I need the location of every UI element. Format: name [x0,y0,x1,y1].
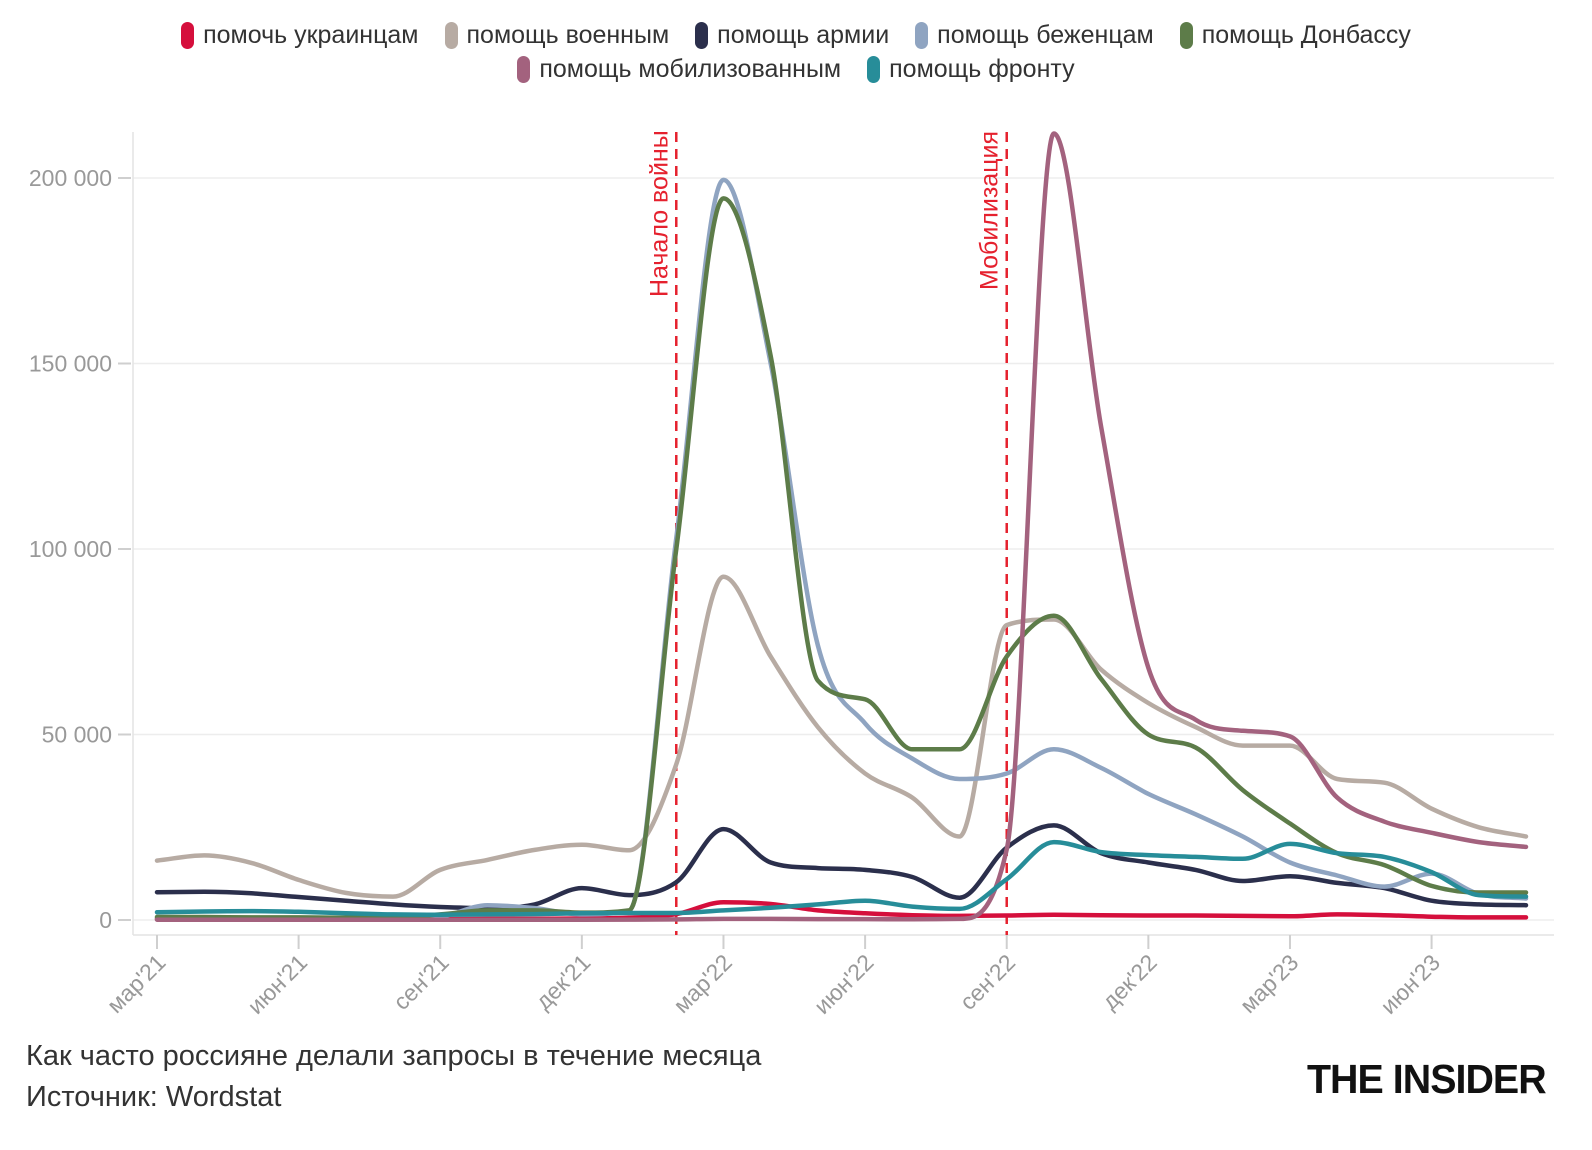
series-line-mobilizovannym [154,131,1529,922]
legend-swatch-voennym [444,22,458,49]
legend-item-voennym: помощь военным [444,21,670,49]
x-axis-tick-label: сен'22 [955,949,1021,1015]
chart-source: Источник: Wordstat [26,1081,282,1113]
brand-logo: THE INSIDER [1307,1056,1547,1102]
x-axis-tick-label: мар'21 [102,949,171,1018]
y-axis-tick-label: 50 000 [42,722,112,748]
legend-swatch-armii [695,22,709,49]
legend-item-mobilizovannym: помощь мобилизованным [517,56,841,83]
y-axis-tick-label: 0 [99,907,112,933]
legend-item-donbassu: помощь Донбассу [1179,21,1411,49]
legend-item-armii: помощь армии [695,22,889,49]
y-axis-tick-label: 200 000 [29,165,112,191]
x-axis-tick-label: мар'22 [668,949,737,1018]
legend-swatch-ukraintsam [181,22,195,49]
y-axis-tick-label: 100 000 [29,536,112,562]
legend-swatch-donbassu [1179,22,1193,49]
series-line-donbassu [154,196,1529,921]
annotation-label-war: Начало войны [645,130,673,297]
legend-swatch-bezhentsam [915,22,929,49]
legend-item-frontu: помощь фронту [867,56,1075,83]
x-axis-tick-label: июн'22 [809,949,879,1019]
legend-item-bezhentsam: помощь беженцам [915,22,1154,49]
legend-item-ukraintsam: помочь украинцам [181,21,419,49]
x-axis-tick-label: сен'21 [388,949,454,1015]
series-line-frontu [154,839,1529,918]
legend-item-label: помощь фронту [889,55,1075,83]
legend-swatch-frontu [867,56,881,83]
legend-item-label: помощь беженцам [937,21,1154,49]
legend-row-1: помочь украинцам помощь военным помощь арм… [181,22,1411,49]
y-axis-tick-label: 150 000 [29,351,112,377]
legend-item-label: помощь армии [717,21,890,49]
series-line-voennym [154,574,1529,899]
x-axis-tick-label: июн'23 [1375,949,1445,1019]
x-axis-tick-label: июн'21 [242,949,312,1019]
legend-item-label: помочь украинцам [203,21,419,49]
chart-title: Как часто россияне делали запросы в тече… [26,1040,762,1072]
legend-swatch-mobilizovannym [517,56,531,83]
series-line-armii [154,823,1529,911]
legend-item-label: помощь Донбассу [1201,21,1411,49]
annotation-label-mobilization: Мобилизация [976,131,1004,290]
x-axis-tick-label: дек'22 [1097,949,1162,1014]
x-axis-tick-label: дек'21 [530,949,595,1014]
legend-item-label: помощь мобилизованным [539,55,842,83]
x-axis-tick-label: мар'23 [1235,949,1304,1018]
legend-row-2: помощь мобилизованным помощь фронту [517,56,1075,83]
chart-legend: помочь украинцам помощь военным помощь арм… [0,22,1592,83]
legend-item-label: помощь военным [466,21,670,49]
line-chart: 0 50 000 100 000 150 000 200 000 мар'21 июн'21… [29,130,1554,1019]
